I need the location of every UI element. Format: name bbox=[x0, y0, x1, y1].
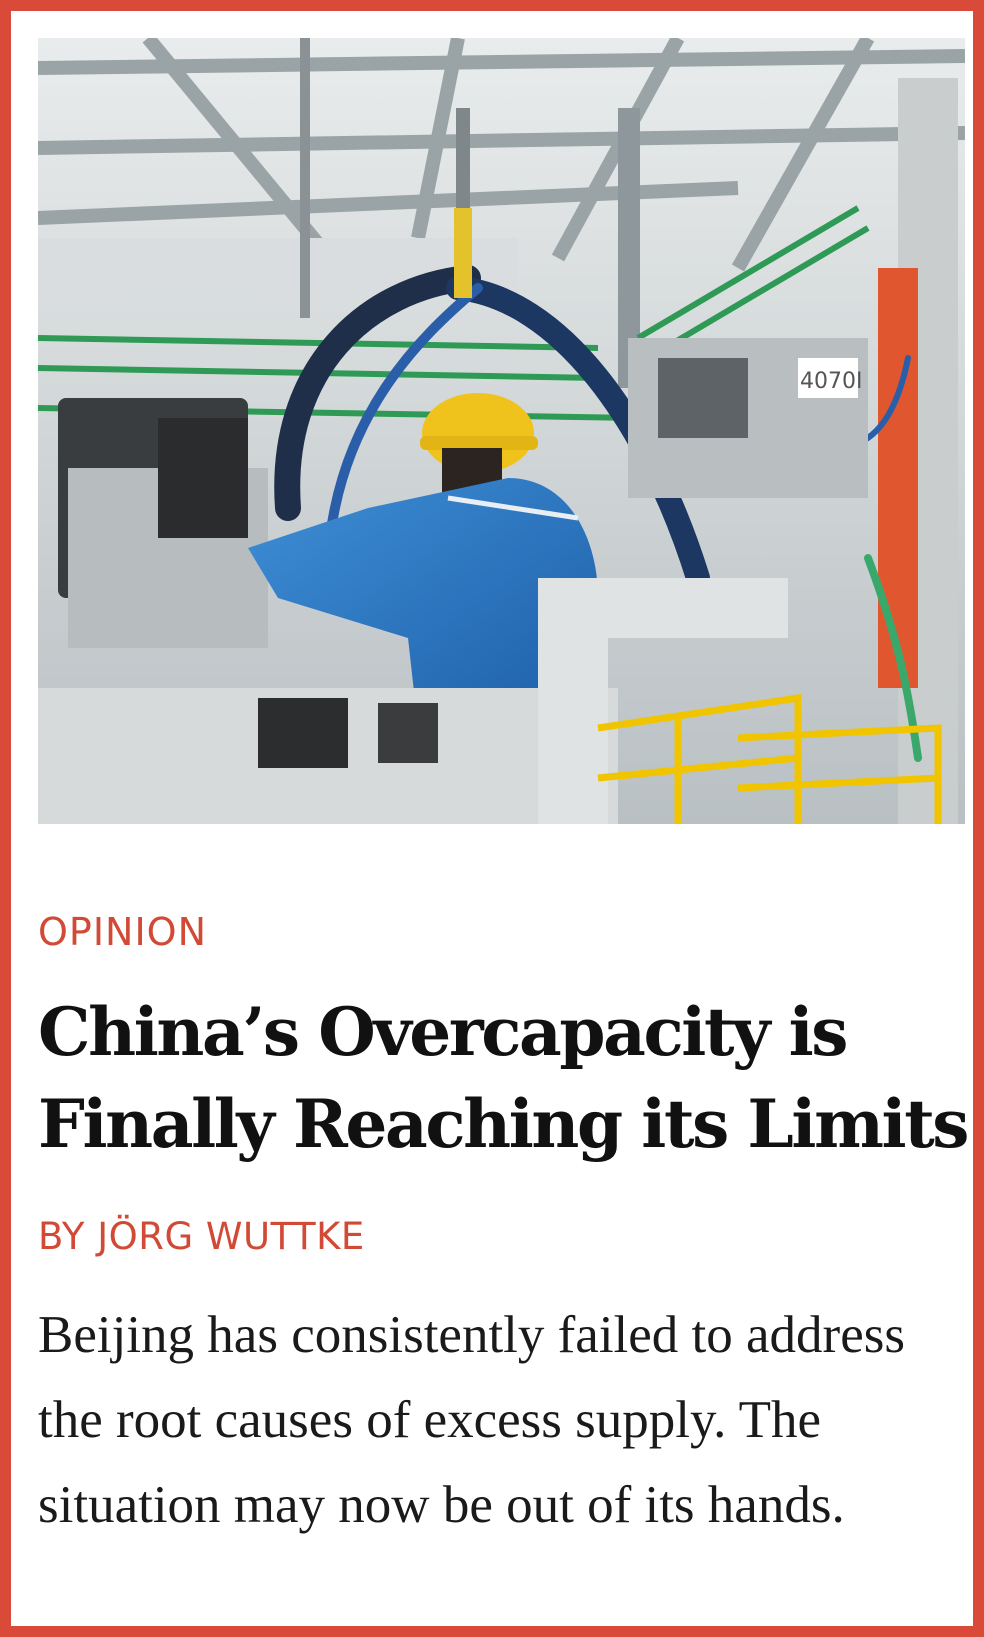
article-headline[interactable]: China’s Overcapacity is Finally Reaching… bbox=[38, 993, 969, 1163]
section-kicker[interactable]: OPINION bbox=[38, 910, 208, 954]
author-byline[interactable]: BY JÖRG WUTTKE bbox=[38, 1215, 365, 1258]
photo-sign-text: 4070I bbox=[800, 369, 862, 394]
hero-photo: 4070I bbox=[38, 38, 965, 824]
factory-worker-illustration: 4070I bbox=[38, 38, 965, 824]
article-dek: Beijing has consistently failed to addre… bbox=[38, 1306, 905, 1534]
